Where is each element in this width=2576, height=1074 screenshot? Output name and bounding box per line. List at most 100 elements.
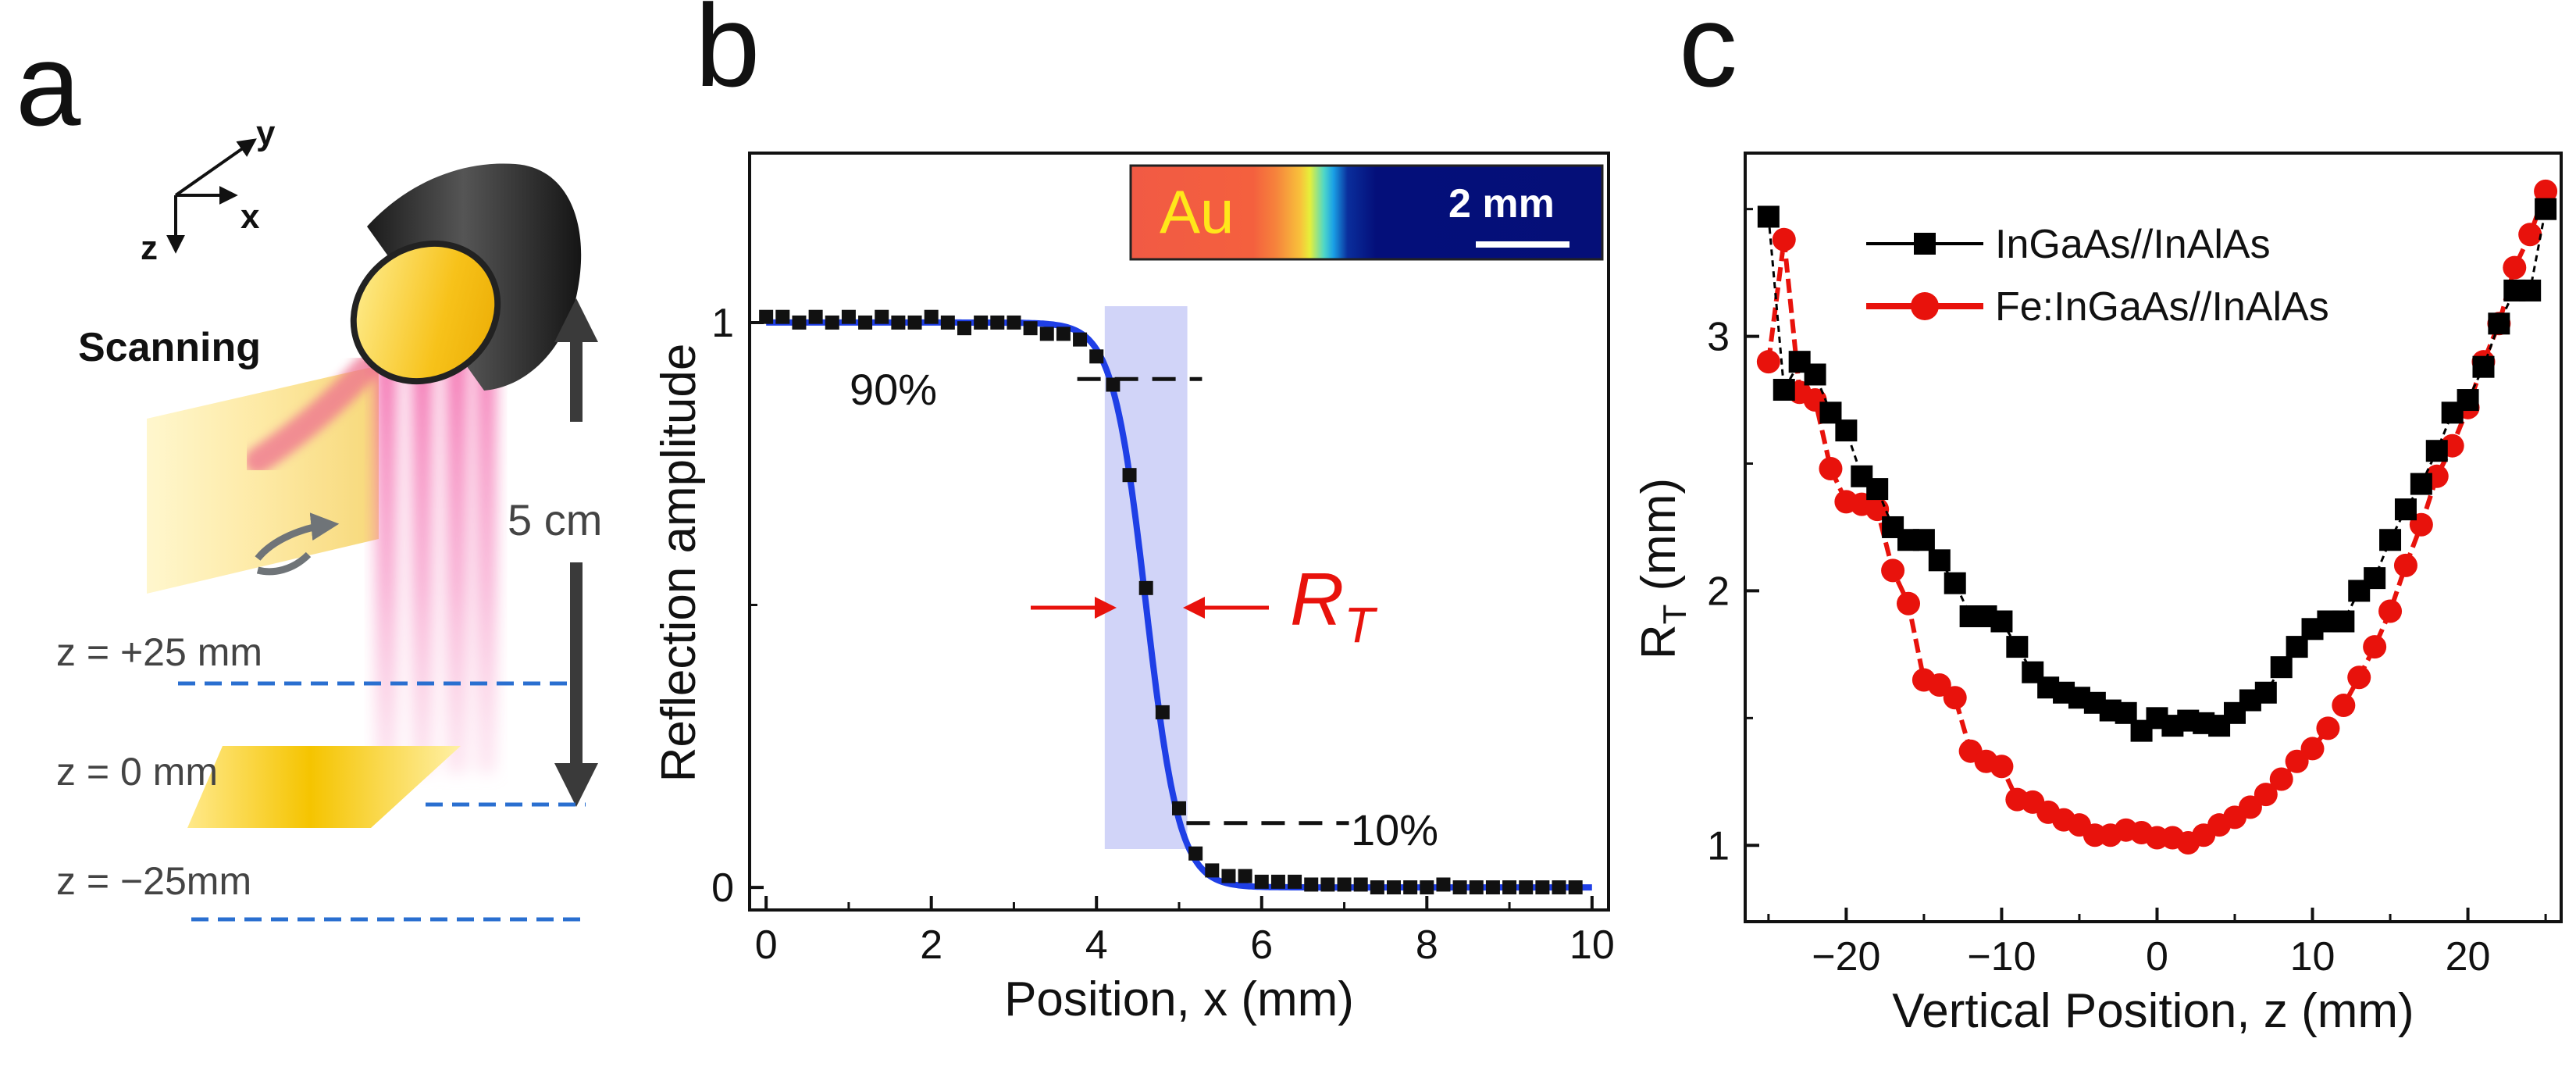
- data-point-b: [1205, 863, 1220, 878]
- data-point-b: [891, 315, 906, 330]
- data-point-b: [1353, 877, 1368, 892]
- label-90: 90%: [850, 365, 937, 414]
- data-point-b: [1138, 580, 1153, 595]
- data-point-b: [1221, 869, 1236, 883]
- data-point-b: [1073, 332, 1088, 347]
- data-point-b: [1056, 326, 1071, 341]
- y-axis-label-c: RT (mm): [1632, 478, 1693, 659]
- legend-label-fe: Fe:InGaAs//InAlAs: [1995, 284, 2329, 330]
- data-point-b: [1420, 880, 1434, 895]
- inset-au-label: Au: [1160, 177, 1234, 246]
- data-point-ingaas: [1866, 478, 1889, 501]
- y-tick-label-c: 2: [1707, 569, 1730, 614]
- data-point-b: [1254, 874, 1269, 889]
- sample-plate: [187, 746, 461, 828]
- data-point-b: [858, 315, 873, 330]
- data-point-b: [1172, 801, 1186, 815]
- plot-c-frame: [1744, 152, 2563, 923]
- data-point-ingaas: [2254, 681, 2277, 704]
- data-point-b: [974, 315, 989, 330]
- data-point-fe: [2300, 737, 2325, 761]
- data-point-b: [759, 309, 774, 324]
- data-point-b: [1007, 315, 1021, 330]
- panel-letter-c: c: [1679, 0, 1737, 111]
- rt-label: RT: [1290, 558, 1377, 653]
- z-level-mid: z = 0 mm: [56, 750, 218, 794]
- data-point-fe: [1772, 227, 1796, 252]
- x-tick-label-c: 10: [2290, 934, 2336, 979]
- y-tick-label-b: 1: [711, 301, 734, 346]
- plot-b-area: 0 2 4 6 8 10 0 1 Position, x (mm) Reflection ampl…: [652, 152, 1615, 1026]
- x-tick-label-b: 6: [1250, 922, 1273, 968]
- panel-letter-a: a: [16, 19, 81, 150]
- y-tick-label-b: 0: [711, 865, 734, 911]
- panel-a: a y x z Scanning: [16, 19, 602, 922]
- data-point-b: [990, 315, 1005, 330]
- data-point-fe: [2393, 553, 2417, 577]
- data-point-b: [1568, 880, 1583, 895]
- legend-c: InGaAs//InAlAs Fe:InGaAs//InAlAs: [1866, 222, 2329, 330]
- scale-bar-label: 2 mm: [1448, 181, 1555, 227]
- axes-icon: y x z: [141, 114, 276, 267]
- data-point-fe: [2363, 635, 2387, 659]
- data-point-fe: [1897, 591, 1920, 615]
- data-point-fe: [2518, 223, 2542, 247]
- data-point-ingaas: [2488, 312, 2510, 335]
- rotate-arrow-tail: [256, 551, 312, 576]
- data-point-b: [1155, 705, 1170, 719]
- data-point-b: [1238, 869, 1252, 883]
- data-point-b: [907, 315, 922, 330]
- x-tick-label-c: −10: [1967, 934, 2036, 979]
- data-point-b: [808, 309, 823, 324]
- data-point-b: [1436, 877, 1451, 892]
- data-point-ingaas: [2425, 440, 2448, 462]
- rotate-arrow-icon: [255, 512, 340, 561]
- data-point-ingaas: [1990, 610, 2013, 633]
- x-tick-label-c: 0: [2146, 934, 2168, 979]
- data-point-fe: [2285, 749, 2309, 773]
- rt-arrowhead-left: [1095, 597, 1117, 619]
- data-point-b: [1023, 321, 1038, 336]
- data-point-ingaas: [2472, 355, 2495, 378]
- data-point-fe: [2378, 599, 2403, 623]
- legend-marker-ingaas: [1914, 233, 1936, 255]
- data-point-ingaas: [2006, 636, 2029, 658]
- data-point-b: [1387, 880, 1401, 895]
- x-tick-label-c: −20: [1812, 934, 1880, 979]
- data-point-b: [1535, 880, 1550, 895]
- data-point-fe: [2347, 665, 2371, 690]
- data-point-b: [1288, 874, 1302, 889]
- data-point-b: [1552, 880, 1566, 895]
- data-point-b: [1403, 880, 1418, 895]
- data-point-b: [1519, 880, 1534, 895]
- data-point-ingaas: [1944, 572, 1966, 594]
- data-point-b: [1039, 326, 1054, 341]
- data-point-ingaas: [2410, 473, 2432, 495]
- data-point-ingaas: [1773, 379, 1795, 401]
- data-point-b: [792, 315, 807, 330]
- data-point-b: [1337, 877, 1352, 892]
- data-point-b: [957, 321, 971, 336]
- data-point-ingaas: [1912, 529, 1935, 551]
- data-point-b: [940, 315, 955, 330]
- axis-z-label: z: [141, 229, 158, 267]
- data-point-b: [1089, 349, 1104, 364]
- data-point-b: [841, 309, 856, 324]
- data-point-fe: [2238, 795, 2262, 819]
- label-10: 10%: [1351, 805, 1438, 855]
- y-axis-label-b: Reflection amplitude: [652, 344, 706, 783]
- data-point-b: [1270, 874, 1285, 889]
- data-point-fe: [1990, 755, 2014, 779]
- plot-c-area: −20 −10 0 10 20 1 2 3 Vertical Position, z (mm) R…: [1632, 152, 2563, 1038]
- y-tick-label-c: 3: [1707, 315, 1730, 360]
- data-point-b: [1320, 877, 1335, 892]
- data-point-b: [1304, 877, 1319, 892]
- data-point-ingaas: [2332, 610, 2355, 633]
- data-point-b: [1452, 880, 1467, 895]
- x-tick-label-b: 10: [1569, 922, 1615, 968]
- data-point-b: [1469, 880, 1484, 895]
- data-point-b: [1122, 468, 1137, 483]
- data-point-ingaas: [2457, 389, 2479, 412]
- y-tick-label-c: 1: [1707, 823, 1730, 869]
- data-point-ingaas: [2379, 529, 2402, 551]
